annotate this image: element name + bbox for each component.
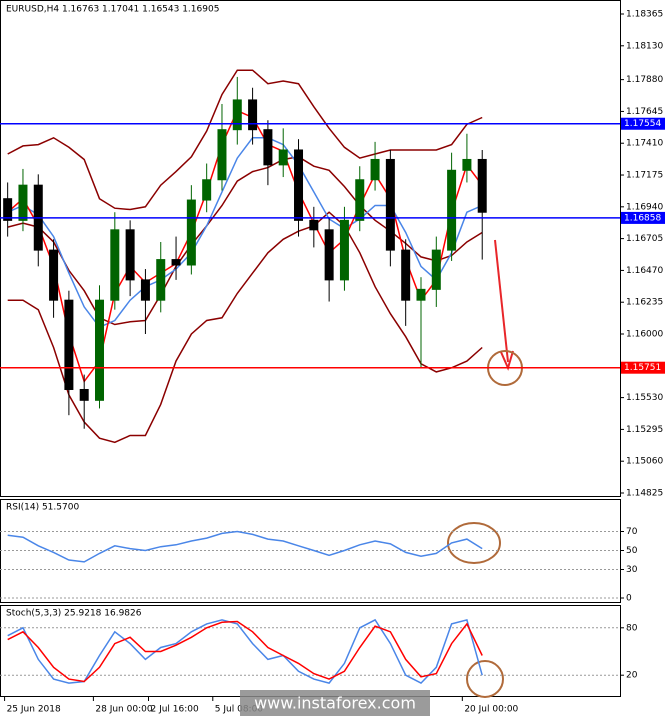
candle-body (140, 279, 150, 301)
candle-body (186, 199, 196, 266)
indicator-line (7, 620, 483, 683)
candle-body (324, 229, 334, 281)
candle-body (355, 179, 365, 221)
rsi-title: RSI(14) 51.5700 (6, 503, 79, 513)
candle-body (339, 219, 349, 281)
indicator-line (7, 156, 483, 326)
candle-body (49, 249, 59, 301)
y-tick-label: 1.16235 (626, 298, 663, 308)
stoch-title: Stoch(5,3,3) 25.9218 16.9826 (6, 609, 142, 619)
level-label-box (621, 117, 665, 130)
candle-body (248, 99, 258, 131)
candle-body (171, 259, 181, 266)
candle-body (294, 149, 304, 221)
x-tick-label: 20 Jul 00:00 (464, 705, 518, 715)
main-frame (0, 0, 621, 497)
candle-body (18, 184, 28, 221)
y-tick-label: 1.16705 (626, 234, 663, 244)
x-tick-label: 2 Jul 16:00 (150, 705, 199, 715)
watermark: www.instaforex.com (254, 694, 416, 713)
candle-body (95, 299, 105, 401)
indicator-line (7, 109, 483, 384)
y-tick-label: 50 (626, 546, 638, 556)
y-tick-label: 1.17645 (626, 107, 663, 117)
candle-body (278, 149, 288, 166)
y-tick-label: 1.17880 (626, 75, 663, 85)
indicator-line (7, 618, 483, 685)
candle-body (385, 158, 395, 251)
candle-body (79, 388, 89, 401)
level-label: 1.16858 (624, 213, 661, 223)
candle-body (309, 219, 319, 231)
candle-body (232, 99, 242, 131)
y-tick-label: 1.15060 (626, 457, 663, 467)
candle-body (477, 158, 487, 213)
y-tick-label: 1.15530 (626, 393, 663, 403)
candle-body (64, 299, 74, 390)
candle-body (416, 288, 426, 301)
circle-highlight (447, 522, 501, 564)
circle-highlight (466, 660, 504, 698)
candle-body (462, 158, 472, 171)
y-tick-label: 30 (626, 565, 638, 575)
candle-body (110, 229, 120, 301)
x-tick-label: 5 Jul 08:00 (215, 705, 264, 715)
indicator-line (7, 211, 483, 444)
arrow (494, 239, 509, 363)
watermark-box (240, 690, 430, 716)
candle-body (431, 249, 441, 290)
y-tick-label: 1.14825 (626, 489, 663, 499)
y-tick-label: 0 (626, 594, 632, 604)
x-tick-label: 28 Jun 00:00 (95, 705, 152, 715)
indicator-line (7, 530, 483, 563)
candle-body (217, 129, 227, 181)
y-tick-label: 1.16000 (626, 330, 663, 340)
candle-body (401, 249, 411, 301)
candle-body (447, 169, 457, 251)
y-tick-label: 20 (626, 671, 638, 681)
main-title: EURUSD,H4 1.16763 1.17041 1.16543 1.1690… (6, 5, 219, 15)
level-label: 1.15751 (624, 363, 661, 373)
candle-body (202, 179, 212, 201)
candle-body (156, 259, 166, 301)
level-label: 1.17554 (624, 119, 661, 129)
candle-body (370, 158, 380, 181)
x-tick-label: 25 Jun 2018 (7, 705, 61, 715)
y-tick-label: 1.18365 (626, 10, 663, 20)
level-label-box (621, 211, 665, 224)
candle-body (3, 198, 13, 221)
y-tick-label: 80 (626, 623, 638, 633)
y-tick-label: 1.16470 (626, 266, 663, 276)
indicator-line (7, 137, 483, 329)
y-tick-label: 1.16940 (626, 202, 663, 212)
y-tick-label: 1.17410 (626, 139, 663, 149)
indicator-line (7, 69, 483, 211)
y-tick-label: 70 (626, 527, 638, 537)
y-tick-label: 1.15295 (626, 425, 663, 435)
candle-body (125, 229, 135, 281)
candle-body (263, 129, 273, 166)
y-tick-label: 1.18130 (626, 41, 663, 51)
level-label-box (621, 361, 665, 374)
y-tick-label: 1.17175 (626, 171, 663, 181)
